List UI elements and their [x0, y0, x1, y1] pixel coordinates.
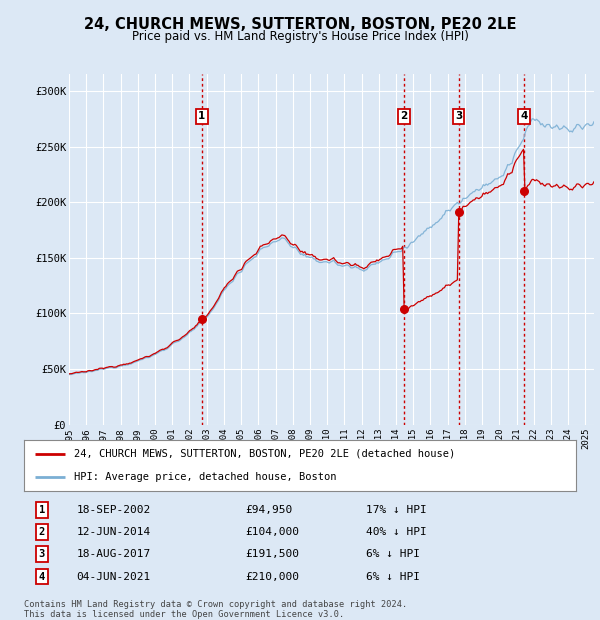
Text: 1: 1 [38, 505, 45, 515]
Text: 1: 1 [198, 112, 205, 122]
Text: £94,950: £94,950 [245, 505, 292, 515]
Text: 3: 3 [455, 112, 462, 122]
Text: £104,000: £104,000 [245, 527, 299, 538]
Text: 2: 2 [38, 527, 45, 538]
Text: 40% ↓ HPI: 40% ↓ HPI [366, 527, 427, 538]
Text: £210,000: £210,000 [245, 572, 299, 582]
Text: 24, CHURCH MEWS, SUTTERTON, BOSTON, PE20 2LE (detached house): 24, CHURCH MEWS, SUTTERTON, BOSTON, PE20… [74, 449, 455, 459]
Text: 6% ↓ HPI: 6% ↓ HPI [366, 572, 420, 582]
Text: Price paid vs. HM Land Registry's House Price Index (HPI): Price paid vs. HM Land Registry's House … [131, 30, 469, 43]
Text: 4: 4 [520, 112, 527, 122]
Text: 12-JUN-2014: 12-JUN-2014 [76, 527, 151, 538]
Text: 17% ↓ HPI: 17% ↓ HPI [366, 505, 427, 515]
Text: 18-SEP-2002: 18-SEP-2002 [76, 505, 151, 515]
Text: 04-JUN-2021: 04-JUN-2021 [76, 572, 151, 582]
Text: 3: 3 [38, 549, 45, 559]
Text: £191,500: £191,500 [245, 549, 299, 559]
Text: 24, CHURCH MEWS, SUTTERTON, BOSTON, PE20 2LE: 24, CHURCH MEWS, SUTTERTON, BOSTON, PE20… [84, 17, 516, 32]
Text: 2: 2 [400, 112, 407, 122]
Text: 6% ↓ HPI: 6% ↓ HPI [366, 549, 420, 559]
Text: Contains HM Land Registry data © Crown copyright and database right 2024.
This d: Contains HM Land Registry data © Crown c… [24, 600, 407, 619]
Text: HPI: Average price, detached house, Boston: HPI: Average price, detached house, Bost… [74, 472, 336, 482]
Text: 18-AUG-2017: 18-AUG-2017 [76, 549, 151, 559]
Text: 4: 4 [38, 572, 45, 582]
